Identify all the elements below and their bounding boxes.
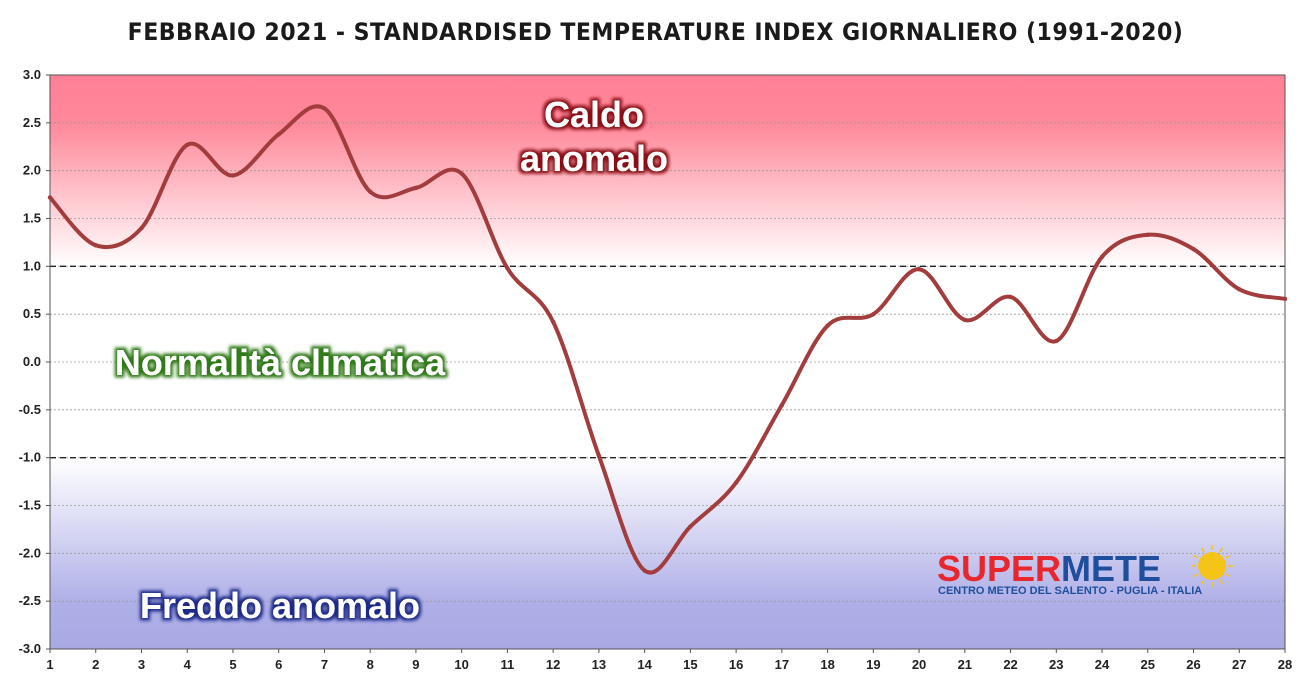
y-tick-label: 1.0	[23, 258, 41, 273]
logo-super: SUPER	[937, 548, 1061, 589]
sun-ray	[1200, 579, 1205, 585]
x-tick-label: 3	[138, 657, 145, 672]
y-tick-label: 2.0	[23, 163, 41, 178]
data-point	[322, 106, 327, 111]
data-point	[93, 243, 98, 248]
data-point	[596, 453, 602, 458]
sun-ray	[1225, 554, 1231, 559]
sun-ray	[1193, 554, 1199, 559]
x-tick-label: 24	[1095, 657, 1110, 672]
x-tick-label: 25	[1141, 657, 1155, 672]
logo-meteo: METE	[1061, 548, 1161, 589]
zone-label-cold: Freddo anomalo	[140, 585, 420, 626]
supermeteo-logo: SUPERMETE CENTRO METEO DEL SALENTO - PUG…	[937, 545, 1233, 597]
data-point	[1191, 246, 1196, 252]
x-tick-label: 21	[958, 657, 972, 672]
x-tick-label: 22	[1003, 657, 1017, 672]
data-point	[505, 266, 510, 271]
x-tick-label: 10	[454, 657, 468, 672]
y-tick-label: -1.0	[19, 450, 41, 465]
data-point	[367, 189, 373, 194]
plot-frame	[49, 74, 1286, 650]
x-tick-label: 1	[46, 657, 53, 672]
data-point	[733, 480, 739, 485]
x-tick-label: 12	[546, 657, 560, 672]
y-tick-label: -3.0	[19, 641, 41, 656]
y-tick-label: -2.5	[19, 593, 41, 608]
y-axis-ticks: 3.0 2.5 2.0 1.5 1.0 0.5 0.0 -0.5 -1.0 -1.5 -2.0 -2.…	[19, 67, 50, 656]
x-tick-label: 8	[367, 657, 374, 672]
chart-title: FEBBRAIO 2021 - STANDARDISED TEMPERATURE…	[127, 18, 1184, 46]
data-point	[1008, 294, 1013, 300]
x-tick-label: 7	[321, 657, 328, 672]
x-tick-label: 23	[1049, 657, 1063, 672]
x-tick-label: 2	[92, 657, 99, 672]
data-point	[962, 317, 968, 323]
x-tick-label: 20	[912, 657, 926, 672]
gridlines	[50, 122, 1285, 602]
data-point	[185, 142, 190, 148]
data-point	[459, 171, 464, 176]
sun-ray	[1193, 573, 1199, 578]
sun-ray	[1219, 579, 1224, 585]
y-tick-label: -2.0	[19, 545, 41, 560]
x-tick-label: 6	[275, 657, 282, 672]
y-tick-label: 0.0	[23, 354, 41, 369]
data-point	[413, 185, 419, 191]
x-tick-label: 27	[1232, 657, 1246, 672]
y-tick-label: 0.5	[23, 306, 41, 321]
data-point	[916, 267, 922, 272]
x-tick-label: 5	[229, 657, 236, 672]
x-tick-label: 19	[866, 657, 880, 672]
x-tick-label: 14	[637, 657, 652, 672]
data-point	[871, 311, 876, 317]
x-axis-ticks: 1 2 3 4 5 6 7 8 9 10 11 12 13 14 15 16 17 18 19 20 21 22 23 24 2…	[46, 649, 1292, 672]
data-point	[47, 195, 53, 200]
data-points	[47, 106, 1288, 573]
x-tick-label: 4	[184, 657, 192, 672]
y-tick-label: 2.5	[23, 115, 41, 130]
data-point	[230, 173, 236, 178]
data-point	[688, 524, 693, 529]
x-tick-label: 17	[775, 657, 789, 672]
data-point	[1145, 232, 1150, 237]
sun-ray	[1225, 573, 1231, 578]
data-point	[1237, 287, 1242, 292]
sun-rays	[1191, 545, 1233, 587]
data-point	[550, 319, 556, 325]
sun-icon	[1198, 552, 1226, 580]
zone-label-normal: Normalità climatica	[115, 342, 446, 383]
x-tick-label: 11	[501, 657, 515, 672]
data-point	[276, 132, 281, 137]
y-tick-label: -0.5	[19, 402, 41, 417]
data-point	[1054, 338, 1059, 344]
x-tick-label: 26	[1186, 657, 1200, 672]
logo-subtitle: CENTRO METEO DEL SALENTO - PUGLIA - ITAL…	[938, 585, 1202, 597]
y-tick-label: 3.0	[23, 67, 41, 82]
threshold-lines	[50, 265, 1285, 459]
y-tick-label: 1.5	[23, 211, 41, 226]
y-tick-label: -1.5	[19, 498, 41, 513]
x-tick-label: 15	[683, 657, 697, 672]
series-line	[48, 104, 1287, 575]
data-point	[825, 323, 830, 328]
sun-ray	[1219, 547, 1224, 553]
logo-wordmark: SUPERMETE	[937, 548, 1161, 589]
x-tick-label: 18	[820, 657, 834, 672]
data-point	[1099, 254, 1105, 259]
data-point	[642, 568, 647, 573]
x-tick-label: 28	[1278, 657, 1292, 672]
zone-label-warm: Caldo anomalo	[520, 94, 668, 179]
x-tick-label: 13	[592, 657, 606, 672]
x-tick-label: 9	[412, 657, 419, 672]
data-point	[779, 402, 785, 408]
sun-ray	[1200, 547, 1205, 553]
data-point	[139, 225, 144, 231]
x-tick-label: 16	[729, 657, 743, 672]
data-point	[1282, 296, 1288, 302]
